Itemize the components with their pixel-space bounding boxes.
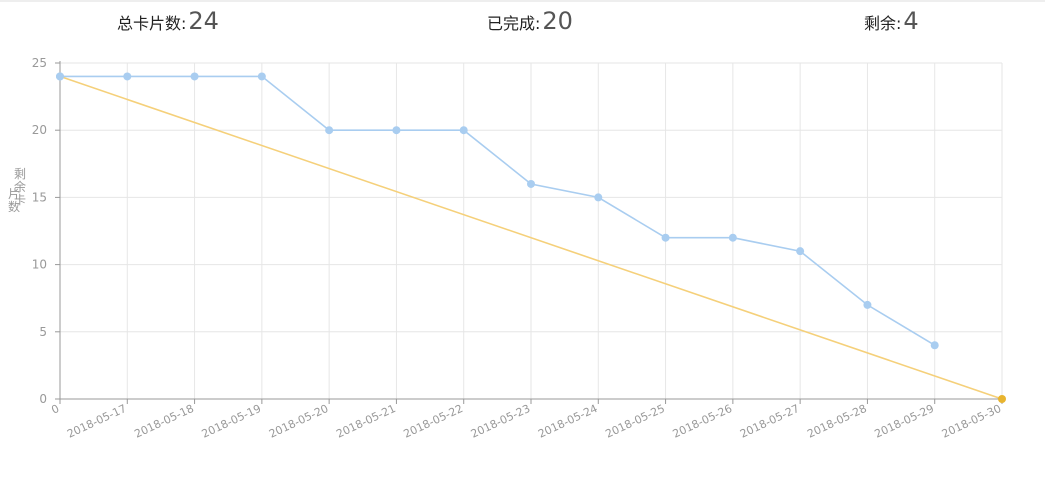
remaining-stat: 剩余:4	[864, 4, 919, 38]
y-axis-label-char: 剩	[14, 167, 26, 181]
top-divider	[0, 0, 1045, 2]
remaining-label: 剩余:	[864, 14, 902, 33]
y-tick-label: 10	[32, 258, 47, 272]
x-tick-label: 2018-05-18	[132, 402, 195, 441]
data-point-0	[392, 126, 401, 135]
data-point-0	[257, 72, 266, 81]
series-line-0	[60, 75, 936, 346]
data-point-0	[728, 233, 737, 242]
y-tick-label: 5	[39, 325, 47, 339]
completed-label: 已完成:	[487, 14, 541, 33]
y-tick-label: 25	[32, 56, 47, 70]
x-tick-label: 0	[49, 402, 61, 417]
series-line-1	[59, 75, 1003, 400]
x-tick-label: 2018-05-29	[873, 402, 936, 441]
y-tick-label: 20	[32, 123, 47, 137]
data-point-0	[325, 126, 334, 135]
remaining-value: 4	[903, 7, 919, 35]
y-axis-label-char: 片	[8, 187, 20, 201]
x-tick-label: 2018-05-22	[402, 402, 465, 441]
data-point-0	[594, 193, 603, 202]
y-tick-label: 15	[32, 190, 47, 204]
completed-value: 20	[542, 7, 573, 35]
y-tick-label: 0	[39, 392, 47, 406]
x-tick-label: 2018-05-17	[65, 402, 128, 441]
x-tick-label: 2018-05-26	[671, 402, 734, 441]
data-point-0	[930, 341, 939, 350]
data-point-0	[190, 72, 199, 81]
x-tick-label: 2018-05-25	[603, 402, 666, 441]
x-tick-label: 2018-05-27	[738, 402, 801, 441]
total-cards-label: 总卡片数:	[117, 14, 187, 33]
completed-stat: 已完成:20	[487, 4, 573, 38]
total-cards-value: 24	[188, 7, 219, 35]
data-point-1	[56, 72, 64, 81]
x-tick-label: 2018-05-23	[469, 402, 532, 441]
x-tick-label: 2018-05-28	[805, 402, 868, 441]
y-axis-label-char: 余	[14, 179, 26, 194]
data-point-1	[998, 395, 1006, 403]
data-point-0	[863, 300, 872, 309]
x-tick-label: 2018-05-19	[200, 402, 263, 441]
data-point-0	[123, 72, 132, 81]
total-cards-stat: 总卡片数:24	[117, 4, 219, 38]
x-tick-label: 2018-05-21	[334, 402, 397, 441]
x-tick-label: 2018-05-30	[940, 402, 1003, 441]
data-point-0	[796, 247, 805, 256]
data-point-0	[661, 233, 670, 242]
y-axis-label-char: 卡	[14, 193, 26, 207]
y-axis-label-char: 数	[8, 199, 20, 214]
x-tick-label: 2018-05-24	[536, 402, 599, 441]
x-tick-label: 2018-05-20	[267, 402, 330, 441]
data-point-0	[459, 126, 468, 135]
data-point-0	[527, 179, 535, 188]
